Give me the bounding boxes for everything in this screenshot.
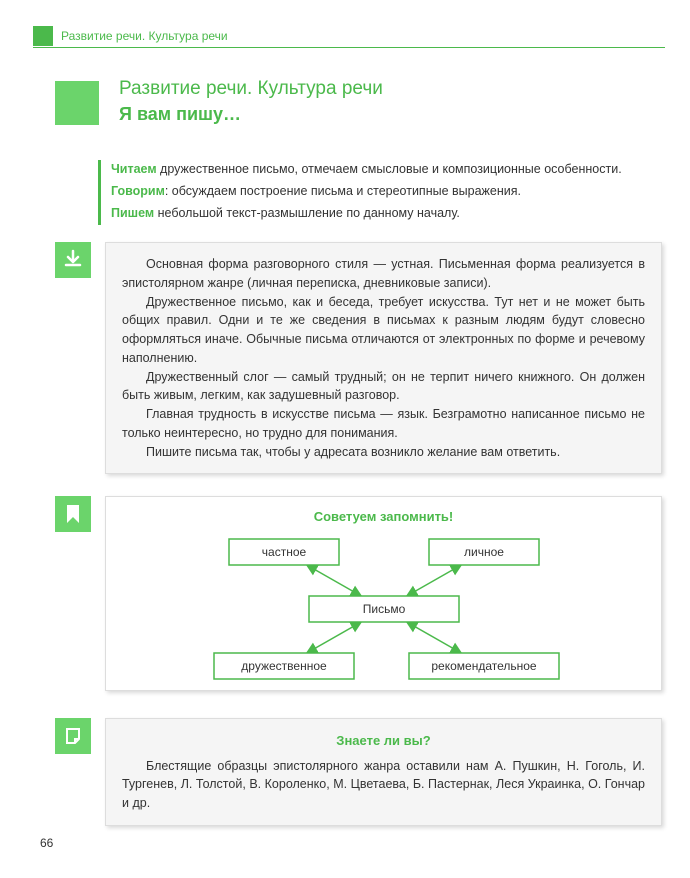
intro-label-0: Читаем bbox=[111, 162, 157, 176]
top-bar-line bbox=[33, 47, 665, 48]
intro-block: Читаем дружественное письмо, отмечаем см… bbox=[98, 160, 655, 225]
content-block-3: Знаете ли вы? Блестящие образцы эпистоля… bbox=[55, 718, 662, 826]
header-square bbox=[55, 81, 99, 125]
diagram-node-label-tl: частное bbox=[261, 545, 306, 559]
box1-para-4: Пишите письма так, чтобы у адресата возн… bbox=[122, 443, 645, 462]
page-number: 66 bbox=[40, 836, 53, 850]
text-panel-3: Знаете ли вы? Блестящие образцы эпистоля… bbox=[105, 718, 662, 826]
header-block: Развитие речи. Культура речи Я вам пишу… bbox=[55, 78, 383, 125]
diagram-panel: Советуем запомнить! Письмо частное личное д… bbox=[105, 496, 662, 691]
box3-text: Блестящие образцы эпистолярного жанра ос… bbox=[122, 757, 645, 813]
box1-para-1: Дружественное письмо, как и беседа, треб… bbox=[122, 293, 645, 368]
top-bar: Развитие речи. Культура речи bbox=[33, 26, 665, 46]
diagram-node-label-br: рекомендательное bbox=[431, 659, 537, 673]
intro-label-2: Пишем bbox=[111, 206, 154, 220]
intro-line-0: Читаем дружественное письмо, отмечаем см… bbox=[111, 160, 655, 179]
intro-text-1: : обсуждаем построение письма и стереоти… bbox=[165, 184, 521, 198]
box1-para-3: Главная трудность в искусстве письма — я… bbox=[122, 405, 645, 443]
top-bar-text: Развитие речи. Культура речи bbox=[61, 29, 228, 43]
content-block-1: Основная форма разговорного стиля — устн… bbox=[55, 242, 662, 474]
intro-line-1: Говорим: обсуждаем построение письма и с… bbox=[111, 182, 655, 201]
intro-text-0: дружественное письмо, отмечаем смысловые… bbox=[157, 162, 622, 176]
header-title: Развитие речи. Культура речи bbox=[119, 78, 383, 100]
diagram-node-label-bl: дружественное bbox=[241, 659, 327, 673]
header-subtitle: Я вам пишу… bbox=[119, 104, 383, 125]
intro-text-2: небольшой текст-размышление по данному н… bbox=[154, 206, 460, 220]
download-icon bbox=[55, 242, 91, 278]
intro-label-1: Говорим bbox=[111, 184, 165, 198]
box3-title: Знаете ли вы? bbox=[122, 731, 645, 751]
box1-para-2: Дружественный слог — самый трудный; он н… bbox=[122, 368, 645, 406]
top-bar-square bbox=[33, 26, 53, 46]
content-block-2: Советуем запомнить! Письмо частное личное д… bbox=[55, 496, 662, 691]
diagram-node-label-tr: личное bbox=[464, 545, 504, 559]
intro-line-2: Пишем небольшой текст-размышление по дан… bbox=[111, 204, 655, 223]
diagram-title: Советуем запомнить! bbox=[122, 509, 645, 524]
text-panel-1: Основная форма разговорного стиля — устн… bbox=[105, 242, 662, 474]
bookmark-icon bbox=[55, 496, 91, 532]
box1-para-0: Основная форма разговорного стиля — устн… bbox=[122, 255, 645, 293]
diagram-node-label-center: Письмо bbox=[362, 602, 405, 616]
note-icon bbox=[55, 718, 91, 754]
diagram-svg: Письмо частное личное дружественное рекоменд… bbox=[154, 534, 614, 684]
